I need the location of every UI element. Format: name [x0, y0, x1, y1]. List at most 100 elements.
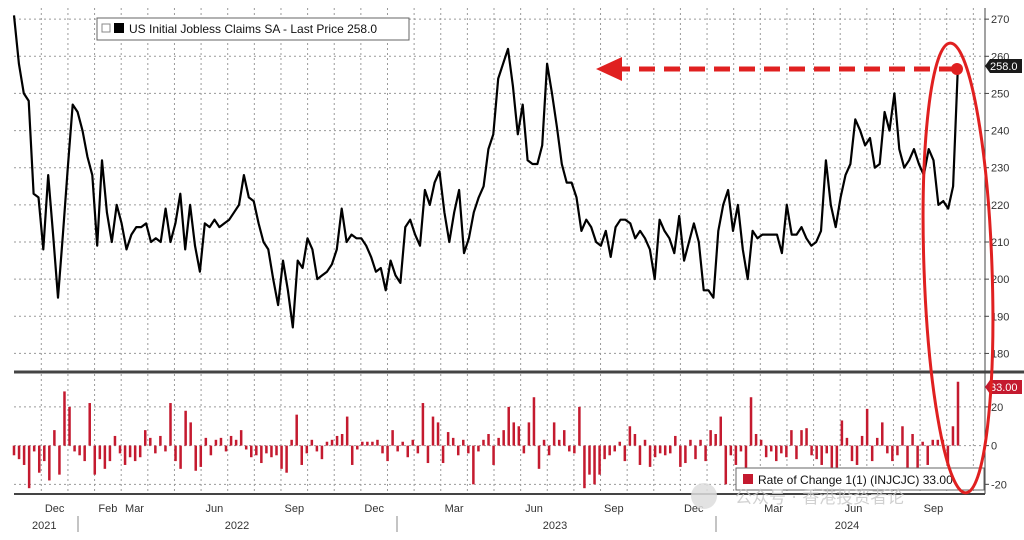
- bottom-panel-grid: [14, 374, 985, 494]
- bar: [416, 445, 420, 454]
- bar: [896, 445, 899, 456]
- bar: [224, 445, 228, 452]
- bar: [467, 445, 470, 454]
- y-tick-label: 0: [991, 441, 997, 453]
- bar: [764, 445, 768, 458]
- bar: [921, 441, 924, 446]
- bar: [32, 445, 36, 452]
- bar: [608, 445, 611, 456]
- bar: [255, 445, 258, 456]
- line-legend: US Initial Jobless Claims SA - Last Pric…: [96, 17, 410, 41]
- bar: [709, 430, 712, 446]
- bar: [850, 445, 854, 462]
- bar: [865, 408, 869, 446]
- arrow-head: [596, 57, 622, 81]
- bar: [648, 445, 652, 467]
- bar: [552, 422, 556, 446]
- y-tick-label: 180: [991, 348, 1009, 360]
- bar: [366, 441, 369, 446]
- bar: [335, 435, 339, 446]
- bar: [391, 430, 394, 446]
- bar: [790, 430, 793, 446]
- bar: [421, 403, 425, 446]
- bar-legend-label: Rate of Change 1(1) (INJCJC) 33.00: [758, 473, 953, 487]
- bar: [305, 445, 309, 454]
- bar: [234, 439, 238, 446]
- bar: [58, 445, 61, 475]
- bar: [244, 445, 248, 450]
- bar: [325, 441, 329, 446]
- bar: [361, 441, 364, 446]
- bar: [310, 439, 314, 446]
- bar: [48, 445, 51, 481]
- bar: [123, 445, 127, 465]
- y-tick-label: 220: [991, 200, 1009, 212]
- bar: [800, 430, 803, 446]
- bar: [916, 445, 919, 473]
- bar: [845, 437, 849, 446]
- bar: [623, 445, 627, 462]
- line-legend-label: US Initial Jobless Claims SA - Last Pric…: [129, 22, 377, 36]
- bar: [250, 445, 253, 458]
- bar: [189, 422, 192, 446]
- bar: [260, 445, 263, 464]
- bar-legend: Rate of Change 1(1) (INJCJC) 33.00: [735, 467, 985, 491]
- bar: [825, 445, 829, 454]
- bar: [618, 441, 622, 446]
- bar: [184, 410, 187, 446]
- bar: [522, 445, 526, 454]
- bar: [674, 435, 677, 446]
- bar: [568, 445, 571, 452]
- bar: [840, 420, 844, 446]
- bar: [881, 422, 884, 446]
- bar: [583, 445, 586, 489]
- bar: [98, 445, 102, 460]
- y-tick-label: 190: [991, 311, 1009, 323]
- bar: [239, 430, 243, 446]
- bar: [492, 445, 495, 465]
- bar: [138, 445, 142, 458]
- y-tick-label: 20: [991, 402, 1003, 414]
- x-month-label: Mar: [764, 503, 783, 515]
- bar: [451, 437, 455, 446]
- bar: [320, 445, 324, 460]
- bar: [431, 416, 435, 446]
- bar: [159, 435, 162, 446]
- bar: [300, 445, 303, 465]
- bar: [350, 445, 354, 465]
- bar: [103, 445, 107, 469]
- bar: [477, 445, 480, 452]
- bar: [744, 445, 748, 477]
- watermark-text: 公众号 · 香港投资者论: [735, 488, 904, 508]
- bar: [401, 441, 404, 446]
- bar-last-value-tag: 33.00: [985, 380, 1022, 394]
- bar: [22, 445, 26, 465]
- bar: [149, 437, 152, 446]
- line-last-value-tag: 258.0: [985, 59, 1022, 73]
- bar: [775, 445, 778, 462]
- bar: [502, 430, 505, 446]
- bar: [441, 445, 445, 464]
- bar: [699, 439, 702, 446]
- bar: [769, 445, 773, 452]
- bar: [532, 397, 536, 446]
- bar: [174, 445, 177, 462]
- bar: [68, 406, 71, 446]
- bar: [547, 445, 551, 456]
- bar: [780, 445, 783, 454]
- bar: [891, 445, 894, 462]
- bar: [588, 445, 591, 475]
- bar: [406, 445, 410, 458]
- x-month-label: Mar: [125, 503, 144, 515]
- bar: [37, 445, 41, 473]
- jobless-claims-line-group: [12, 15, 960, 329]
- bar: [951, 426, 955, 446]
- bar: [815, 445, 818, 460]
- bar: [381, 445, 384, 454]
- bar: [658, 445, 662, 454]
- bar: [204, 437, 208, 446]
- bar: [956, 381, 960, 446]
- x-month-label: Feb: [98, 503, 117, 515]
- bar: [820, 445, 823, 465]
- y-tick-label: 240: [991, 126, 1009, 138]
